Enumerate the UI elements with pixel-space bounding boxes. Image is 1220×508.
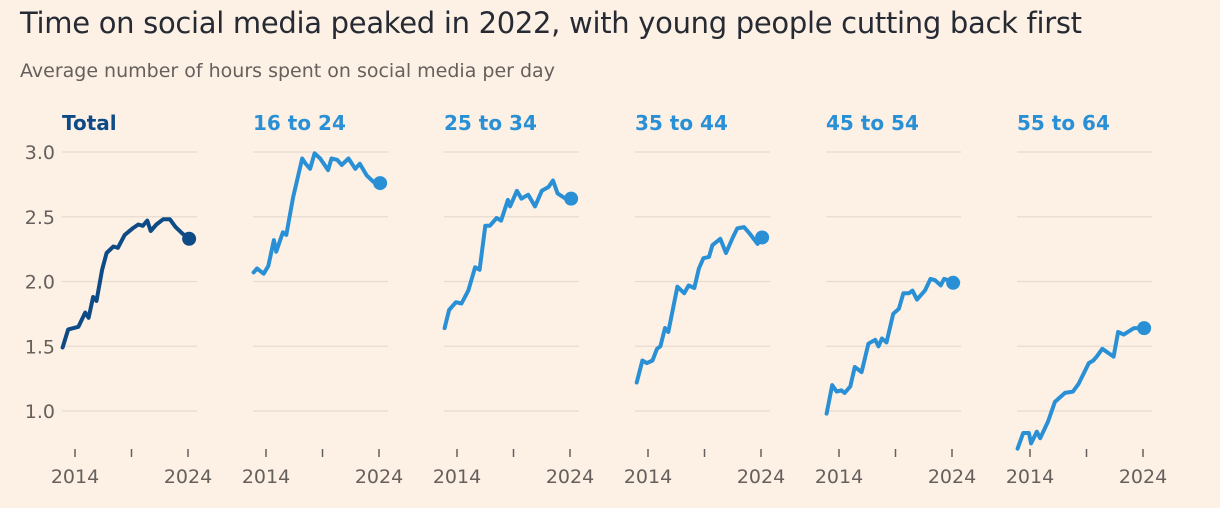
y-tick-label: 2.5 (25, 207, 55, 229)
y-tick-label: 2.0 (25, 272, 55, 294)
y-tick-label: 3.0 (25, 142, 55, 164)
panel-title: 35 to 44 (635, 111, 728, 135)
y-tick-label: 1.0 (25, 401, 55, 423)
chart-subtitle: Average number of hours spent on social … (20, 60, 555, 82)
x-tick-label: 2024 (355, 466, 403, 488)
series-line-45-to-54 (824, 276, 956, 416)
series-end-marker (946, 275, 961, 290)
x-tick-label: 2024 (737, 466, 785, 488)
series-end-marker (1137, 321, 1152, 336)
series-line-total (60, 217, 192, 350)
x-tick-label: 2014 (815, 466, 863, 488)
series-end-marker (182, 231, 197, 246)
x-tick-label: 2014 (624, 466, 672, 488)
x-tick-label: 2024 (928, 466, 976, 488)
chart-title: Time on social media peaked in 2022, wit… (20, 6, 1082, 40)
panel-title: 55 to 64 (1017, 111, 1110, 135)
series-line-16-to-24 (251, 151, 383, 276)
panel-title: 16 to 24 (253, 111, 346, 135)
panel-title: 45 to 54 (826, 111, 919, 135)
panel-title: 25 to 34 (444, 111, 537, 135)
x-tick-label: 2014 (51, 466, 99, 488)
panel-title: Total (62, 111, 117, 135)
series-end-marker (373, 176, 388, 191)
series-end-marker (755, 230, 770, 245)
x-tick-label: 2024 (164, 466, 212, 488)
y-tick-label: 1.5 (25, 336, 55, 358)
series-line-55-to-64 (1015, 326, 1147, 451)
series-end-marker (564, 191, 579, 206)
x-tick-label: 2014 (433, 466, 481, 488)
x-tick-label: 2014 (1006, 466, 1054, 488)
series-line-25-to-34 (442, 178, 574, 331)
series-line-35-to-44 (634, 225, 765, 385)
x-tick-label: 2014 (242, 466, 290, 488)
x-tick-label: 2024 (546, 466, 594, 488)
x-tick-label: 2024 (1119, 466, 1167, 488)
